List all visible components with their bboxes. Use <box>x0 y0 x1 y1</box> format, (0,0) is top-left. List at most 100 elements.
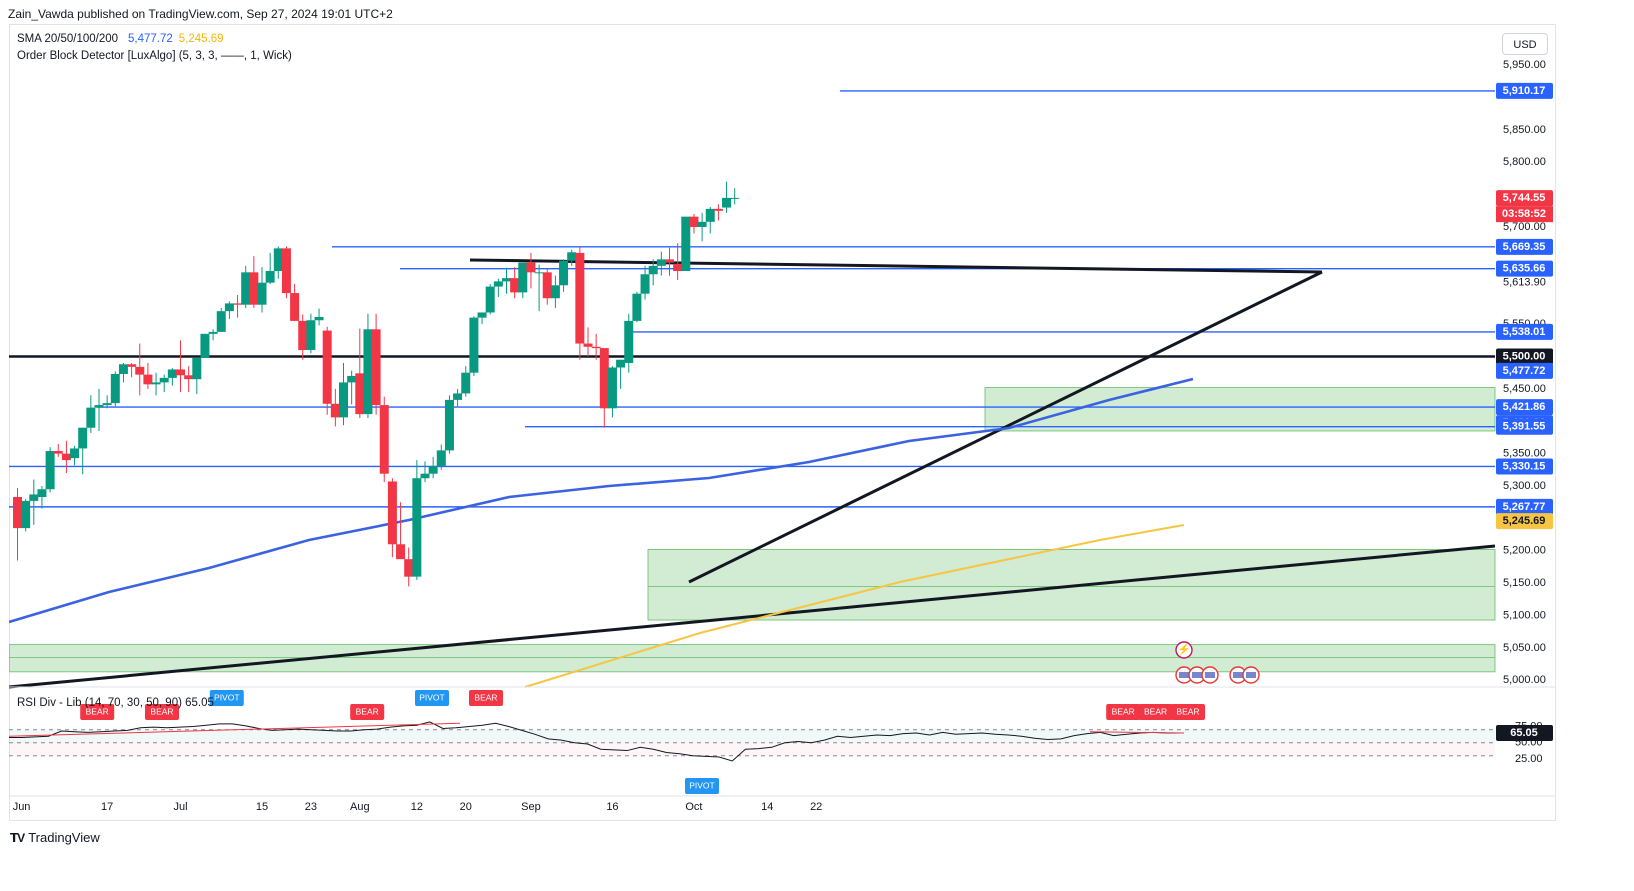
bear-badge: BEAR <box>1106 704 1141 720</box>
candle-body <box>436 450 446 466</box>
candle-body <box>632 293 642 321</box>
candle-body <box>241 272 251 305</box>
candle-body <box>167 369 177 378</box>
sma-value-blue: 5,477.72 <box>128 33 173 45</box>
candle-body <box>469 317 479 373</box>
price-tag-bg <box>1496 260 1553 277</box>
rsi-divergence-line-2 <box>1089 731 1185 734</box>
order-block-legend[interactable]: Order Block Detector [LuxAlgo] (5, 3, 3,… <box>17 50 292 62</box>
candle-body <box>176 369 185 376</box>
price-tag: 5,910.17 <box>1496 82 1553 99</box>
badge-label: PIVOT <box>689 780 715 790</box>
candle-body <box>53 451 63 454</box>
price-tag-label: 5,669.35 <box>1503 241 1546 253</box>
candle-body <box>567 252 577 261</box>
price-tag: 5,538.01 <box>1496 323 1553 340</box>
price-tag: 5,635.66 <box>1496 260 1553 277</box>
rsi-legend-value: 65.05 <box>185 697 214 709</box>
us-flag-icon <box>1233 672 1243 678</box>
candle-body <box>339 382 348 418</box>
candle-body <box>583 343 593 347</box>
price-axis-label: 5,450.00 <box>1503 383 1546 395</box>
badge-label: BEAR <box>474 692 497 702</box>
badge-bg <box>209 690 244 706</box>
candle-body <box>640 274 650 294</box>
sma-legend[interactable]: SMA 20/50/100/200 5,477.72 5,245.69 <box>17 33 224 45</box>
badge-bg <box>145 704 179 720</box>
candle-body <box>224 303 234 312</box>
candle-body <box>110 373 120 404</box>
candle-body <box>379 405 389 474</box>
bear-badge: BEAR <box>1171 704 1205 720</box>
candle-body <box>94 405 104 408</box>
order-block-zone-upper <box>984 387 1496 432</box>
candle-body <box>461 372 471 394</box>
bear-badge: BEAR <box>350 704 385 720</box>
price-axis-label: 5,050.00 <box>1503 642 1546 654</box>
time-axis-label: Jul <box>173 801 187 813</box>
candle-body <box>273 248 283 272</box>
candle-body <box>102 403 112 406</box>
price-tag: 5,245.69 <box>1496 513 1553 530</box>
triangle-lower-trendline <box>688 270 1323 584</box>
candle-body <box>151 382 161 385</box>
candle-body <box>159 377 169 383</box>
badge-bg <box>80 704 115 720</box>
badge-label: BEAR <box>356 706 379 716</box>
candle-body <box>444 399 454 451</box>
candle-body <box>200 333 210 358</box>
candle-body <box>656 259 666 266</box>
badge-label: BEAR <box>86 706 109 716</box>
price-chart[interactable]: 5,950.00 5,850.00 5,800.00 5,700.00 5,613.90… <box>9 25 1555 820</box>
price-tag: 5,391.55 <box>1496 418 1553 435</box>
candle-body <box>396 544 406 560</box>
price-tag-bg <box>1496 418 1553 435</box>
tradingview-logo[interactable]: 𝗧V TradingView <box>10 830 100 845</box>
candle-body <box>216 311 226 332</box>
rsi-legend[interactable]: RSI Div - Lib (14, 70, 30, 50, 90) 65.05 <box>17 697 214 709</box>
candle-body <box>70 448 80 459</box>
candle-body <box>534 272 544 274</box>
candle-body <box>477 312 487 318</box>
price-axis-label: 5,950.00 <box>1503 59 1546 71</box>
price-tag-bg <box>1496 348 1553 365</box>
candle-body <box>673 263 683 272</box>
price-tag-label: 5,910.17 <box>1503 85 1546 97</box>
price-tag-label: 5,635.66 <box>1503 263 1546 275</box>
candle-body <box>347 375 357 383</box>
time-axis-label: 16 <box>606 801 618 813</box>
chart-frame <box>9 24 1556 821</box>
candle-body <box>648 265 658 275</box>
candle-body <box>192 357 202 380</box>
time-axis-label: Jun <box>13 801 31 813</box>
candle-body <box>363 329 373 415</box>
price-axis-label: 5,150.00 <box>1503 577 1546 589</box>
candle-body <box>290 293 300 321</box>
price-tag: 5,421.86 <box>1496 399 1553 416</box>
currency-button[interactable]: USD <box>1502 33 1548 55</box>
candle-body <box>322 330 332 404</box>
time-axis-label: 15 <box>256 801 268 813</box>
price-tag-bg <box>1496 513 1553 530</box>
pivot-badge: PIVOT <box>209 690 244 706</box>
price-axis-label: 5,613.90 <box>1503 277 1546 289</box>
candle-body <box>575 252 585 344</box>
candle-body <box>730 197 740 199</box>
time-axis-label: 14 <box>761 801 773 813</box>
candle-body <box>29 494 39 501</box>
price-axis-label: 5,800.00 <box>1503 156 1546 168</box>
candle-body <box>78 427 88 449</box>
order-block-zone-bottom <box>9 644 1496 673</box>
triangle-upper-trendline <box>469 258 1323 274</box>
badge-label: PIVOT <box>214 692 240 702</box>
price-tag: 5,330.15 <box>1496 458 1553 475</box>
price-tag: 5,500.00 <box>1496 348 1553 365</box>
candle-body <box>135 366 145 375</box>
candle-body <box>86 407 96 428</box>
badge-bg <box>350 704 385 720</box>
candle-body <box>526 262 536 273</box>
candle-body <box>314 317 324 321</box>
candle-body <box>61 453 71 461</box>
price-axis-label: 5,200.00 <box>1503 545 1546 557</box>
price-tag-label: 5,744.55 <box>1503 192 1546 204</box>
